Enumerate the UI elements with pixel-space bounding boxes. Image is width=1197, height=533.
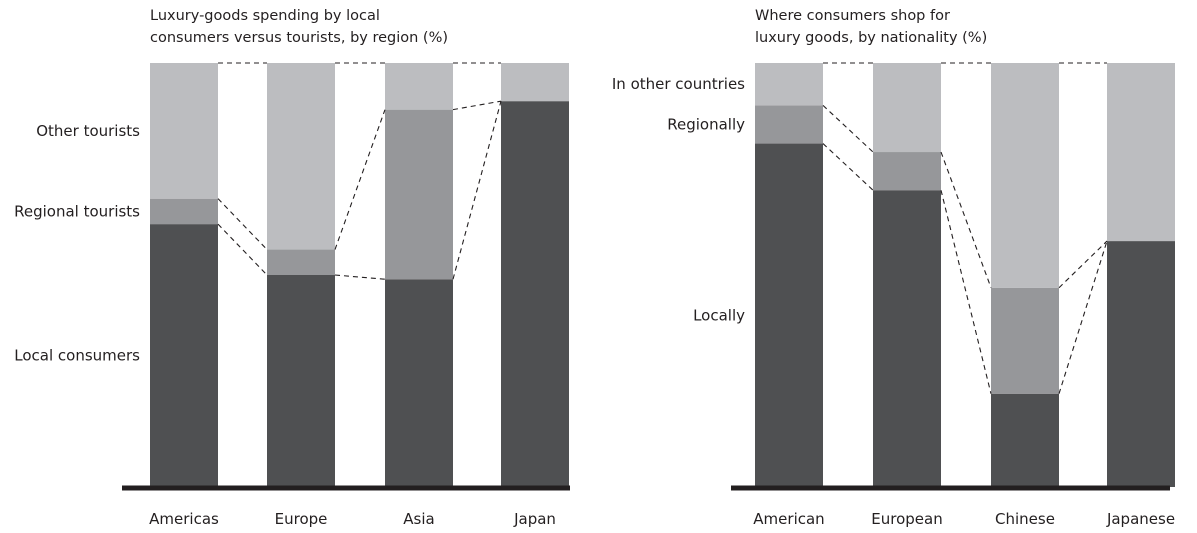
series-label-local-consumers: Local consumers (14, 347, 140, 365)
bar-segment-other-tourists-americas (150, 63, 218, 199)
bar-segment-in-other-countries-chinese (991, 63, 1059, 288)
series-label-regional-tourists: Regional tourists (14, 202, 140, 220)
connector-line (217, 223, 268, 276)
bar-segment-in-other-countries-european (873, 63, 941, 153)
bar-segment-other-tourists-japan (501, 63, 569, 102)
bar-segment-regionally-european (873, 152, 941, 191)
connector-line (334, 274, 386, 280)
category-label-japan: Japan (513, 510, 556, 528)
bar-segment-regional-tourists-americas (150, 198, 218, 225)
chart-title-line: Where consumers shop for (755, 8, 950, 24)
bar-segment-regional-tourists-europe (267, 249, 335, 275)
bar-segment-other-tourists-asia (385, 63, 453, 110)
category-label-asia: Asia (403, 510, 434, 528)
bar-segment-local-consumers-japan (501, 101, 569, 487)
bar-segment-regional-tourists-asia (385, 109, 453, 280)
category-label-american: American (753, 510, 824, 528)
bar-segment-other-tourists-europe (267, 63, 335, 250)
bar-segment-local-consumers-asia (385, 279, 453, 487)
category-label-americas: Americas (149, 510, 219, 528)
connector-line (452, 100, 502, 111)
connector-line (822, 143, 874, 191)
bar-segment-regionally-chinese (991, 287, 1059, 394)
bar-segment-in-other-countries-japanese (1107, 63, 1175, 242)
bar-segment-regionally-american (755, 105, 823, 144)
bar-segment-local-consumers-europe (267, 275, 335, 487)
connector-line (822, 104, 874, 153)
bar-segment-locally-american (755, 143, 823, 487)
connector-line (940, 190, 992, 394)
bar-segment-locally-japanese (1107, 241, 1175, 487)
chart-title-line: luxury goods, by nationality (%) (755, 30, 987, 46)
connector-line (1058, 240, 1108, 289)
series-label-other-tourists: Other tourists (36, 122, 140, 140)
connector-line (217, 198, 268, 250)
category-label-chinese: Chinese (995, 510, 1055, 528)
bar-segment-local-consumers-americas (150, 224, 218, 487)
category-label-european: European (871, 510, 942, 528)
series-label-locally: Locally (693, 306, 745, 324)
series-label-in-other-countries: In other countries (612, 75, 745, 93)
connector-line (452, 101, 502, 280)
series-label-regionally: Regionally (667, 115, 745, 133)
bar-segment-locally-chinese (991, 393, 1059, 487)
chart-shopping-location: Where consumers shop for luxury goods, by… (612, 8, 1175, 528)
chart-regional-spending: Luxury-goods spending by local consumers … (14, 8, 570, 528)
category-label-japanese: Japanese (1106, 510, 1175, 528)
chart-title-line: Luxury-goods spending by local (150, 8, 380, 24)
chart-title-line: consumers versus tourists, by region (%) (150, 30, 448, 46)
connector-line (1058, 240, 1108, 394)
bar-segment-in-other-countries-american (755, 63, 823, 106)
category-label-europe: Europe (275, 510, 328, 528)
connector-line (940, 151, 992, 288)
connector-line (334, 109, 386, 250)
bar-segment-locally-european (873, 190, 941, 487)
